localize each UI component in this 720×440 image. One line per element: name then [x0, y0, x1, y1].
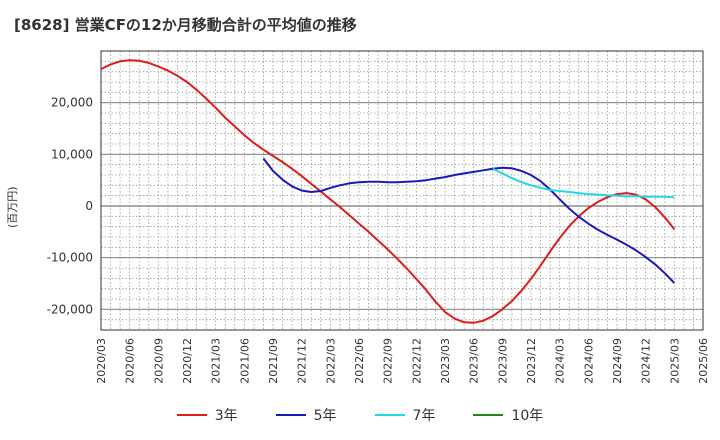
legend-item: 7年 — [374, 405, 436, 425]
x-tick-label: 2022/12 — [410, 338, 423, 384]
y-tick-label: 10,000 — [51, 147, 93, 161]
legend-swatch — [473, 414, 504, 416]
x-tick-label: 2025/03 — [668, 338, 681, 384]
plot-frame — [100, 50, 704, 331]
legend-label: 3年 — [214, 408, 238, 424]
legend-label: 10年 — [511, 408, 544, 424]
x-tick-label: 2024/12 — [640, 338, 653, 384]
legend-item: 5年 — [275, 405, 337, 425]
x-tick-label: 2021/09 — [267, 338, 280, 384]
x-tick-label: 2020/03 — [95, 338, 108, 384]
x-tick-label: 2020/06 — [124, 338, 137, 384]
legend-swatch — [275, 414, 306, 416]
x-tick-label: 2022/09 — [382, 338, 395, 384]
chart-title: [8628] 営業CFの12か月移動合計の平均値の推移 — [14, 16, 357, 34]
y-tick-label: -20,000 — [47, 302, 93, 316]
x-tick-label: 2020/09 — [152, 338, 165, 384]
legend-swatch — [176, 414, 207, 416]
legend-label: 5年 — [313, 408, 337, 424]
y-tick-label: -10,000 — [47, 251, 93, 265]
x-tick-label: 2023/03 — [439, 338, 452, 384]
x-tick-label: 2020/12 — [181, 338, 194, 384]
legend-swatch — [374, 414, 405, 416]
series-line-7年 — [492, 167, 675, 199]
x-tick-label: 2023/09 — [496, 338, 509, 384]
x-tick-label: 2024/03 — [554, 338, 567, 384]
x-tick-label: 2021/06 — [238, 338, 251, 384]
x-tick-label: 2024/06 — [582, 338, 595, 384]
y-tick-label: 0 — [85, 199, 93, 213]
x-tick-label: 2024/09 — [611, 338, 624, 384]
legend-item: 10年 — [473, 405, 543, 425]
x-tick-label: 2022/06 — [353, 338, 366, 384]
x-tick-label: 2023/12 — [525, 338, 538, 384]
legend-item: 3年 — [176, 405, 238, 425]
x-tick-label: 2021/12 — [296, 338, 309, 384]
y-tick-label: 20,000 — [51, 96, 93, 110]
chart-legend: 3年 5年 7年 10年 — [0, 402, 720, 428]
x-tick-label: 2022/03 — [324, 338, 337, 384]
x-tick-label: 2025/06 — [697, 338, 710, 384]
x-tick-label: 2023/06 — [468, 338, 481, 384]
legend-label: 7年 — [412, 408, 436, 424]
x-tick-label: 2021/03 — [210, 338, 223, 384]
series-line-5年 — [262, 157, 676, 284]
